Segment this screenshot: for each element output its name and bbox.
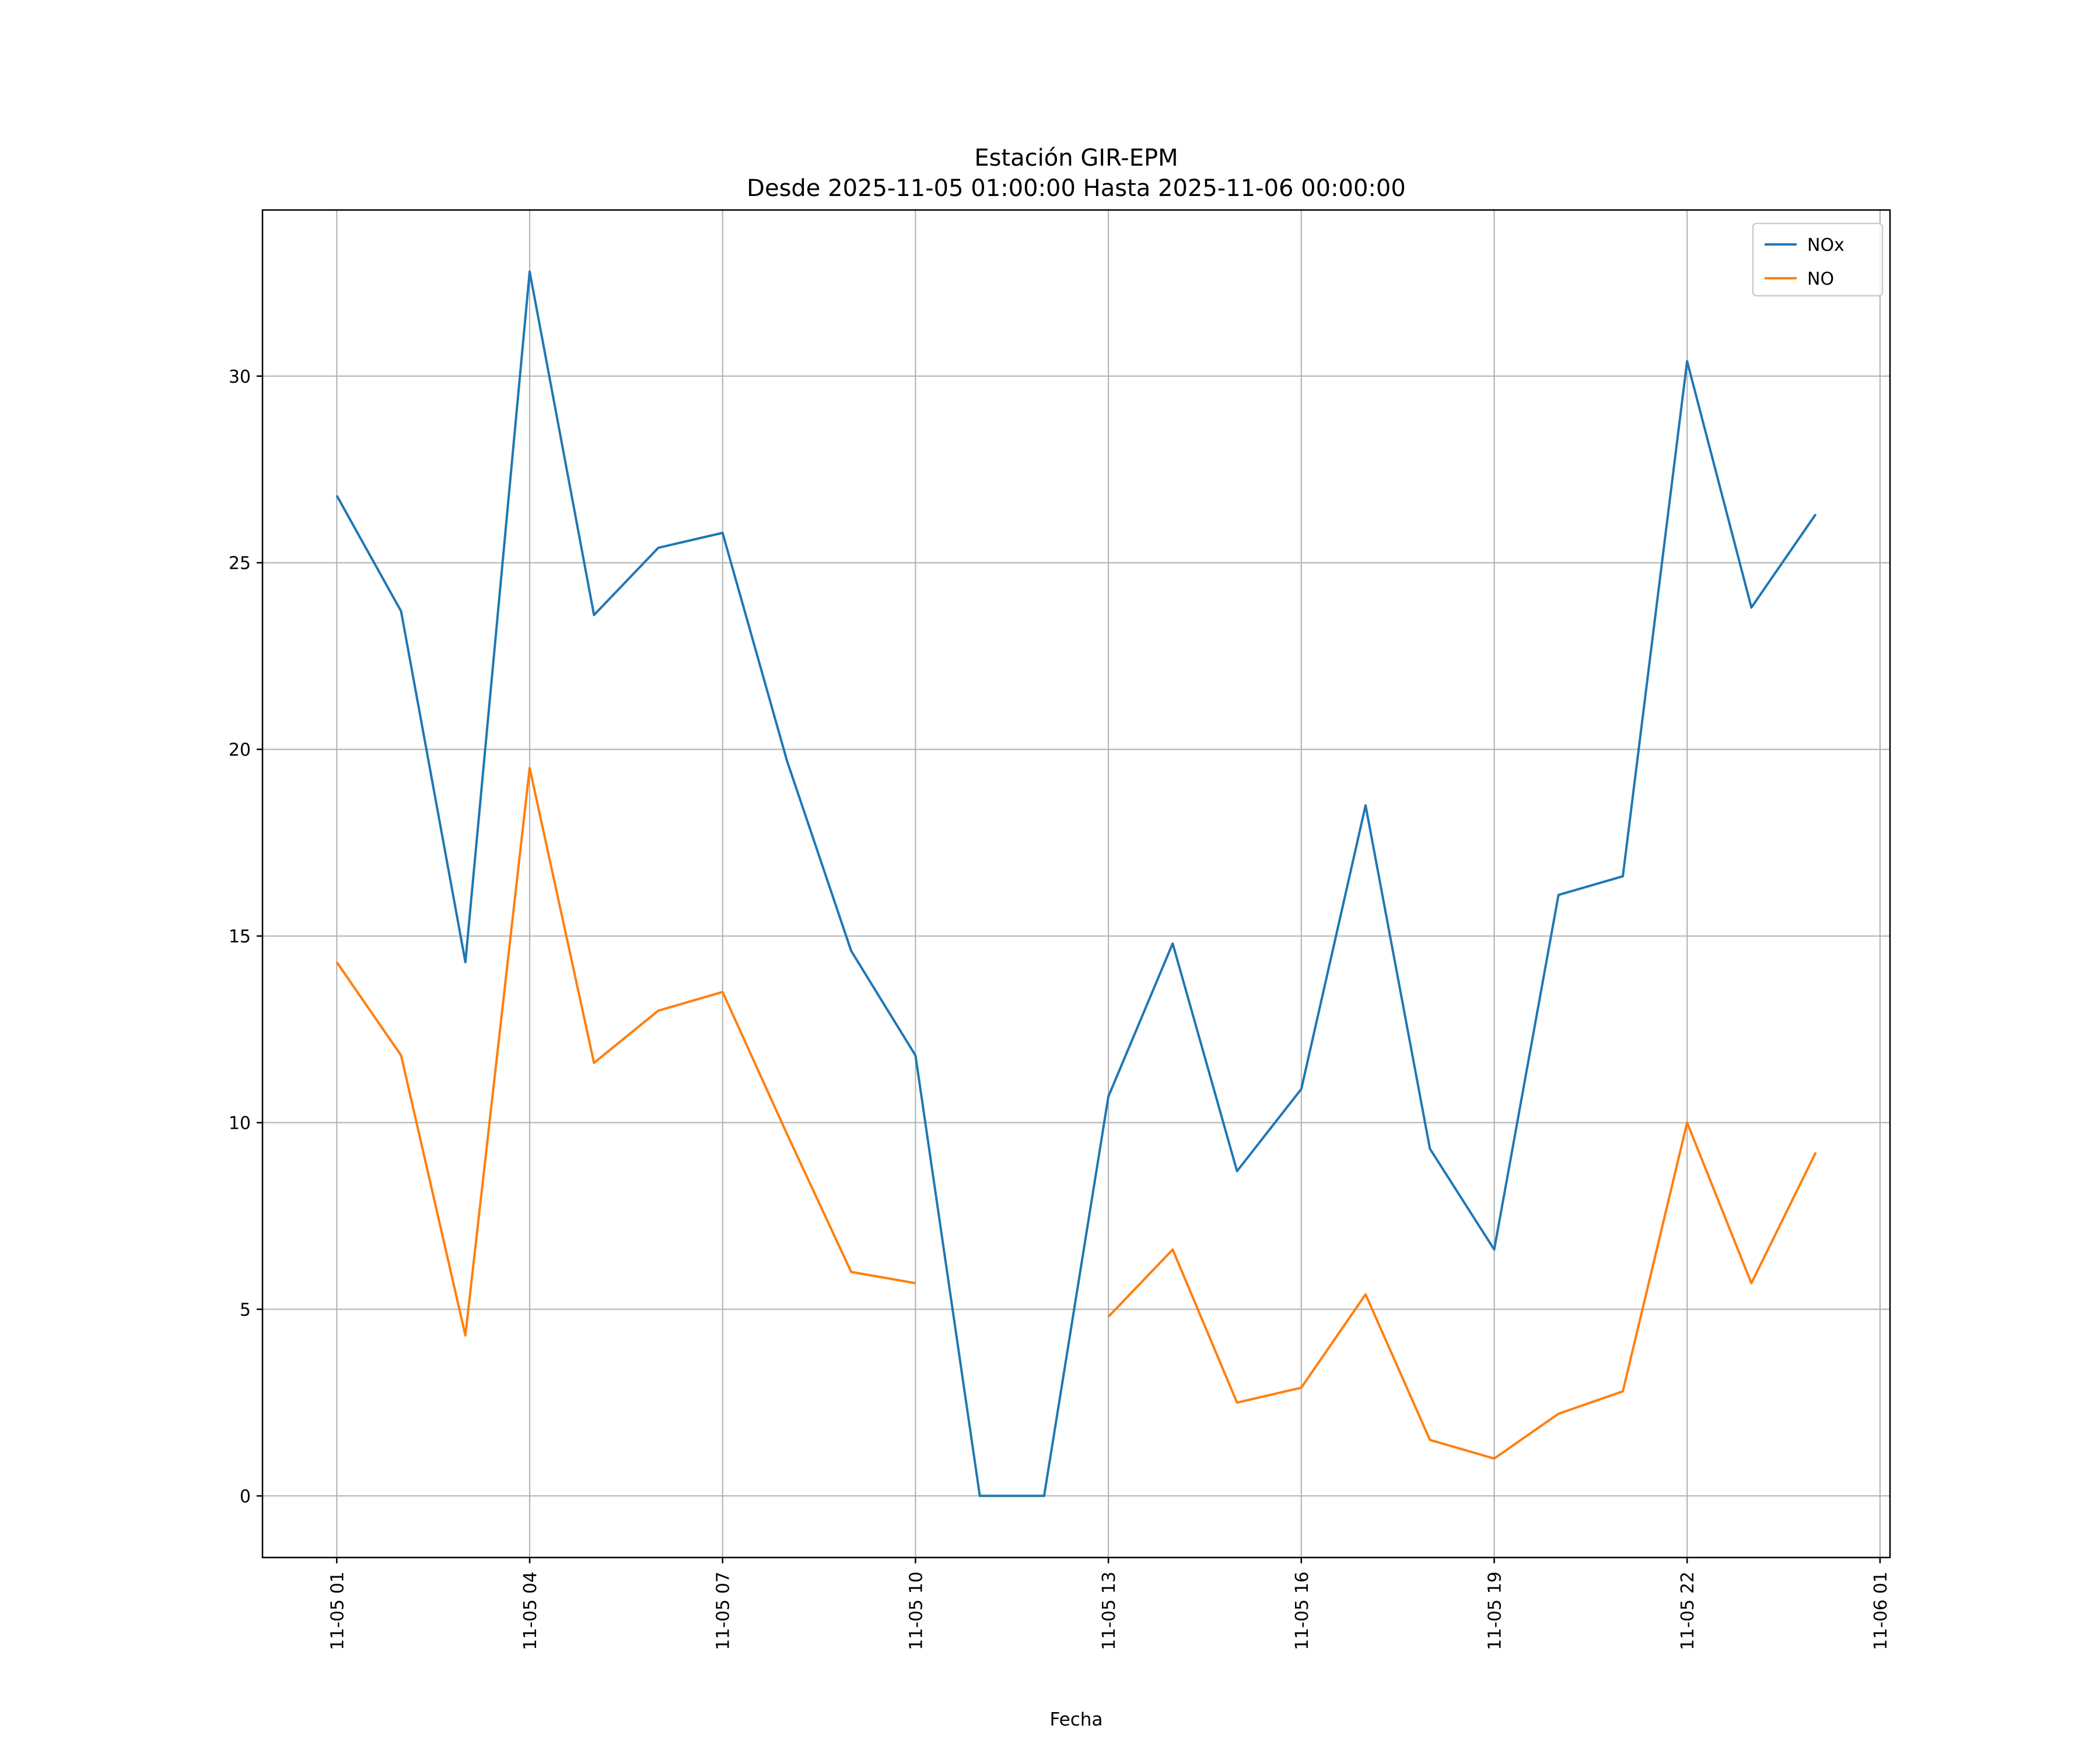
series-nox: [335, 270, 1817, 1497]
series-layer: [335, 270, 1817, 1497]
x-tick-label: 11-05 13: [1099, 1572, 1119, 1650]
x-tick-label: 11-05 01: [327, 1572, 348, 1650]
legend-label-no: NO: [1807, 269, 1834, 289]
x-tick-label: 11-05 04: [520, 1572, 541, 1650]
legend: NOx NO: [1752, 222, 1884, 297]
y-tick-label: 30: [229, 367, 251, 387]
x-tick-label: 11-06 01: [1871, 1572, 1891, 1650]
y-tick-label: 25: [229, 554, 251, 574]
legend-label-nox: NOx: [1807, 235, 1845, 256]
x-tick-label: 11-05 22: [1678, 1572, 1698, 1650]
y-tick-label: 10: [229, 1114, 251, 1134]
x-axis-label: Fecha: [1050, 1709, 1103, 1730]
chart-title: Estación GIR-EPM: [974, 145, 1178, 172]
y-tick-label: 0: [240, 1486, 251, 1507]
series-no: [335, 766, 1817, 1460]
grid-layer: [262, 210, 1890, 1558]
tick-label-layer: 11-05 01 11-05 04 11-05 07 11-05 10 11-05 13…: [229, 367, 1891, 1650]
x-tick-label: 11-05 19: [1485, 1572, 1506, 1650]
y-tick-label: 15: [229, 927, 251, 947]
axes-frame: [261, 209, 1891, 1559]
chart-subtitle: Desde 2025-11-05 01:00:00 Hasta 2025-11-…: [747, 175, 1406, 202]
y-tick-label: 5: [240, 1300, 251, 1320]
y-tick-label: 20: [229, 740, 251, 761]
x-tick-label: 11-05 07: [713, 1572, 734, 1650]
x-tick-label: 11-05 16: [1292, 1572, 1312, 1650]
x-tick-label: 11-05 10: [906, 1572, 926, 1650]
axes-layer: [257, 209, 1891, 1563]
